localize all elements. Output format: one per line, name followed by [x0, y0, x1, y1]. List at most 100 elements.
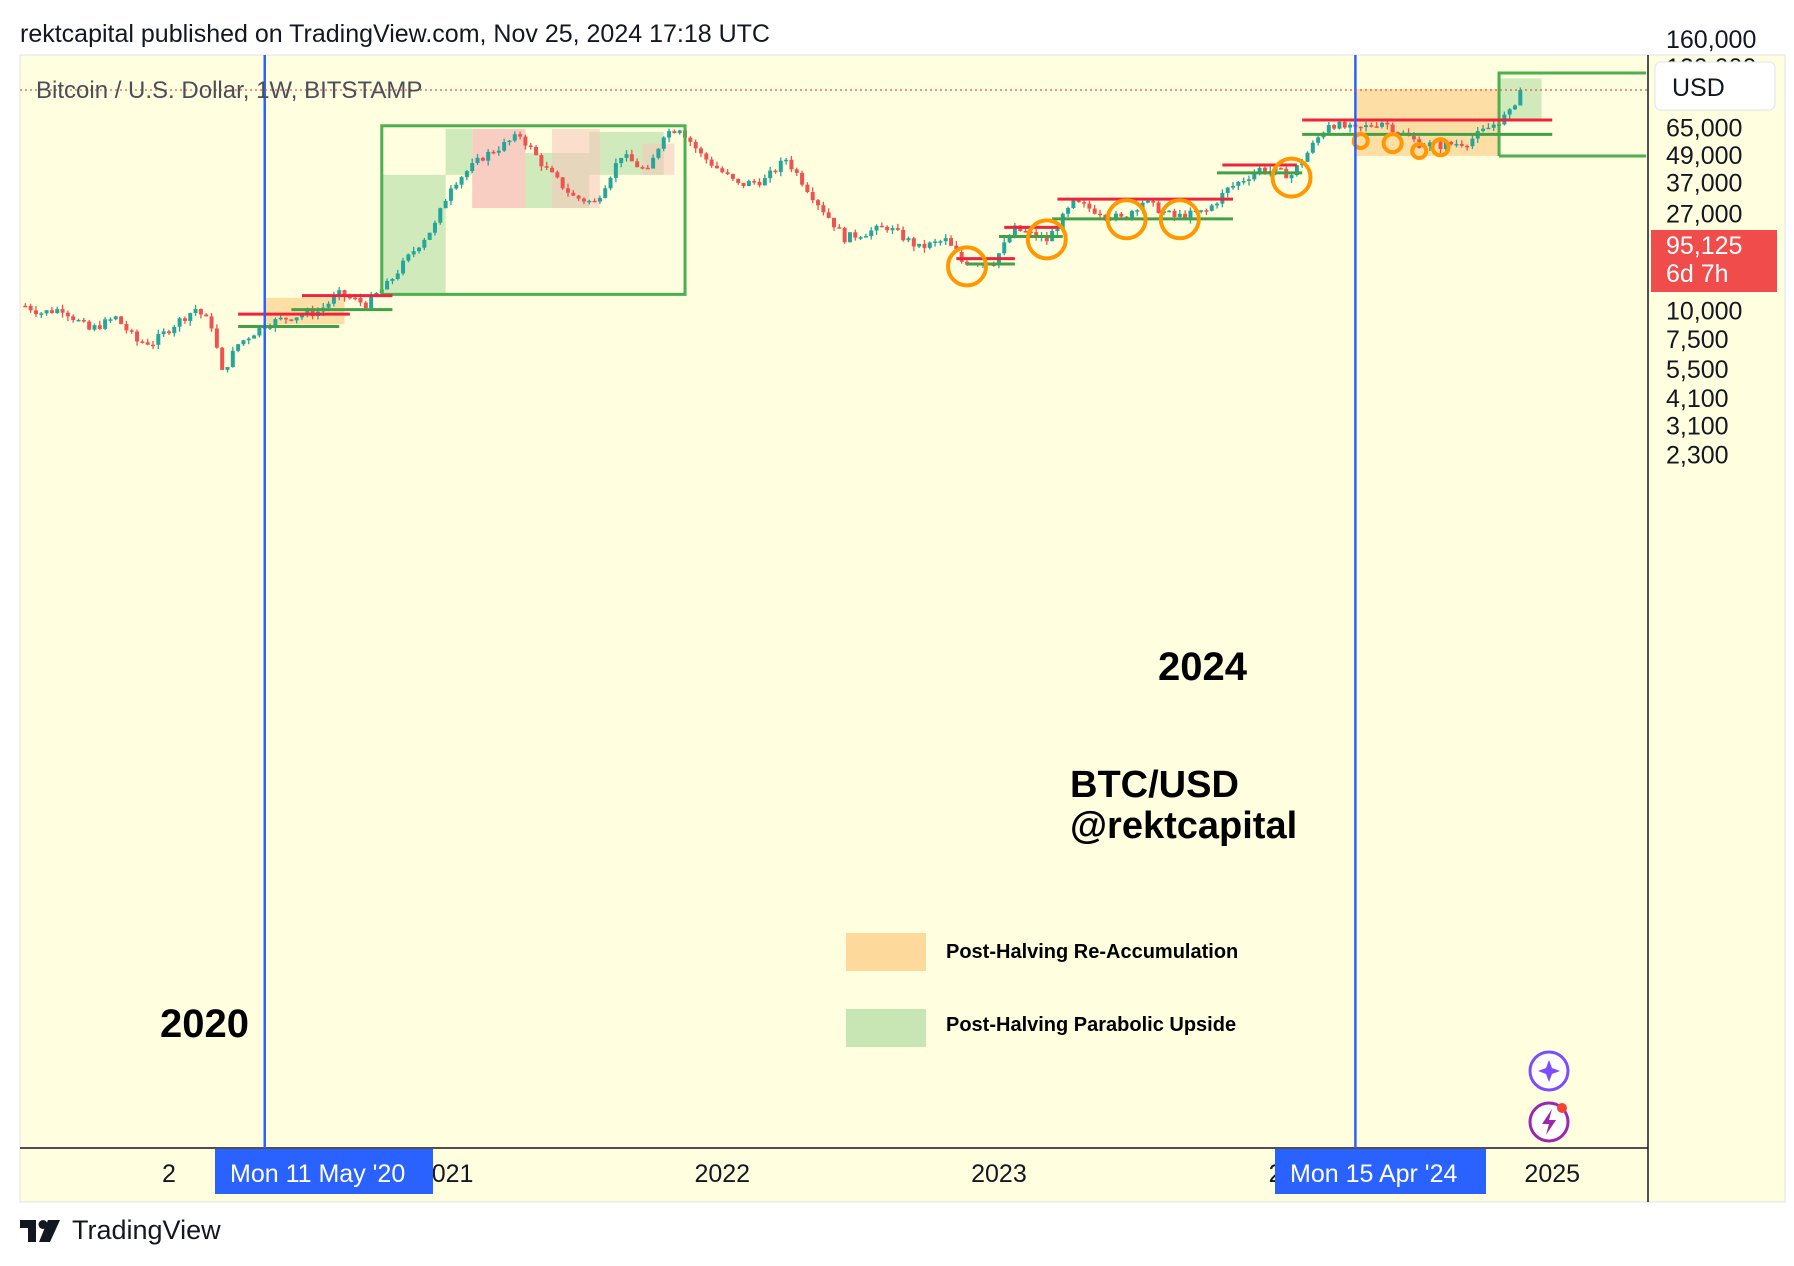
candle-up [1337, 121, 1342, 129]
candle-up [257, 327, 262, 336]
price-tick-label: 27,000 [1666, 200, 1742, 228]
candle-down [794, 169, 799, 173]
candle-down [1278, 168, 1283, 170]
candle-down [1124, 216, 1129, 219]
year-label-2024: 2024 [1158, 645, 1248, 689]
candle-down [129, 330, 134, 332]
candle-down [1151, 200, 1156, 203]
candle-down [151, 344, 156, 347]
candle-up [454, 184, 459, 189]
candle-up [193, 309, 198, 314]
candle-up [587, 200, 592, 203]
candle-up [230, 350, 235, 367]
candle-up [1289, 175, 1294, 179]
candle-down [204, 314, 209, 317]
halving-label-2020: Mon 11 May '20 [215, 1149, 433, 1194]
candle-up [874, 225, 879, 231]
candle-up [443, 200, 448, 209]
candle-down [885, 226, 890, 231]
candle-up [299, 315, 304, 318]
candle-down [1103, 215, 1108, 219]
candle-up [613, 163, 618, 178]
candle-up [677, 130, 682, 134]
candle-up [1246, 179, 1251, 181]
candle-down [544, 166, 549, 168]
candle-down [704, 153, 709, 160]
currency-button[interactable]: USD [1654, 61, 1776, 111]
candle-up [1310, 142, 1315, 153]
candle-up [1486, 127, 1491, 130]
alert-bolt-button[interactable] [1528, 1101, 1570, 1143]
candle-up [1427, 142, 1432, 147]
currency-button-bg[interactable] [1654, 61, 1776, 111]
candle-down [198, 309, 203, 315]
candle-down [60, 309, 65, 313]
candle-up [252, 335, 257, 339]
candle-down [922, 243, 927, 248]
candle-down [491, 151, 496, 154]
candle-up [890, 228, 895, 231]
candle-up [661, 137, 666, 149]
candle-down [480, 157, 485, 161]
candle-up [869, 230, 874, 237]
candle-down [28, 305, 33, 311]
candle-up [906, 238, 911, 241]
candle-down [49, 310, 54, 313]
candle-up [1257, 167, 1262, 174]
candle-up [177, 318, 182, 327]
currency-button-label[interactable]: USD [1672, 74, 1725, 102]
lightning-bolt[interactable] [1542, 1109, 1556, 1135]
candle-up [1454, 143, 1459, 146]
ai-sparkle-button[interactable] [1528, 1050, 1570, 1092]
price-tick-label: 7,500 [1666, 326, 1729, 354]
candle-down [1374, 126, 1379, 128]
candle-down [353, 297, 358, 300]
candle-down [1034, 232, 1039, 238]
candle-up [1055, 229, 1060, 232]
candle-up [331, 296, 336, 304]
candle-up [326, 303, 331, 308]
candle-up [624, 154, 629, 158]
candle-up [1316, 137, 1321, 143]
candle-up [385, 280, 390, 290]
bull-run-frame-2024 [1497, 71, 1646, 158]
candle-up [236, 344, 241, 351]
candle-up [395, 273, 400, 279]
candle-up [608, 177, 613, 189]
candle-down [629, 154, 634, 162]
candle-up [1188, 210, 1193, 219]
candle-down [1459, 143, 1464, 146]
candle-up [768, 170, 773, 179]
publisher-header: rektcapital published on TradingView.com… [20, 20, 770, 48]
notification-dot [1557, 1103, 1567, 1113]
candle-up [422, 239, 427, 248]
candle-up [417, 247, 422, 252]
reaccumulation-zone-2024 [1355, 89, 1500, 156]
candle-up [475, 157, 480, 164]
retest-circle-6 [1351, 132, 1370, 151]
candle-down [214, 328, 219, 348]
candle-down [1358, 126, 1363, 129]
sparkle-star[interactable] [1538, 1060, 1560, 1082]
candle-up [278, 317, 283, 320]
candle-down [1465, 145, 1470, 148]
candle-down [1044, 236, 1049, 242]
candle-down [1183, 213, 1188, 219]
candle-up [603, 188, 608, 198]
candle-up [1512, 105, 1517, 110]
candle-down [816, 200, 821, 206]
candle-down [730, 174, 735, 179]
price-tick-label: 65,000 [1666, 114, 1742, 142]
candle-down [1262, 167, 1267, 173]
candle-down [832, 217, 836, 228]
candle-up [470, 163, 475, 172]
candle-up [44, 310, 49, 314]
candle-down [837, 227, 842, 229]
candle-down [949, 238, 954, 246]
candle-up [448, 188, 453, 201]
candle-up [651, 157, 656, 169]
candle-up [1507, 109, 1512, 115]
candle-up [294, 317, 299, 321]
retest-circle-7 [1381, 132, 1404, 155]
